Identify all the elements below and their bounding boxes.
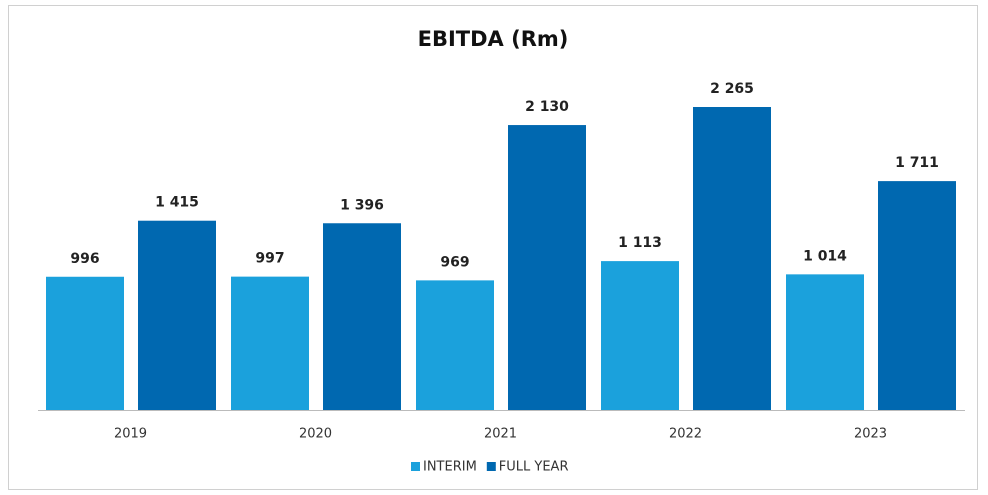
data-label: 2 130 (525, 99, 569, 115)
x-tick-label: 2021 (484, 427, 517, 442)
bar (231, 276, 309, 410)
bar (693, 107, 771, 410)
bar (878, 181, 956, 410)
data-label: 2 265 (710, 81, 754, 97)
data-label: 1 415 (155, 195, 199, 211)
x-tick-label: 2022 (669, 427, 702, 442)
bar (138, 220, 216, 410)
x-tick-label: 2019 (114, 427, 147, 442)
chart-title: EBITDA (Rm) (418, 27, 569, 51)
bar (508, 125, 586, 410)
data-label: 969 (440, 254, 469, 270)
legend-swatch (411, 462, 420, 471)
data-label: 997 (255, 251, 284, 267)
bar (46, 276, 124, 410)
bar (786, 274, 864, 410)
data-label: 1 396 (340, 197, 384, 213)
legend-label: FULL YEAR (499, 460, 569, 475)
x-tick-label: 2023 (854, 427, 887, 442)
bar (601, 261, 679, 410)
bar (416, 280, 494, 410)
bar (323, 223, 401, 410)
legend-label: INTERIM (423, 460, 477, 475)
data-label: 1 014 (803, 248, 847, 264)
data-label: 996 (70, 251, 99, 267)
x-tick-label: 2020 (299, 427, 332, 442)
legend-swatch (486, 462, 496, 471)
data-label: 1 711 (895, 155, 939, 171)
data-label: 1 113 (618, 235, 662, 251)
